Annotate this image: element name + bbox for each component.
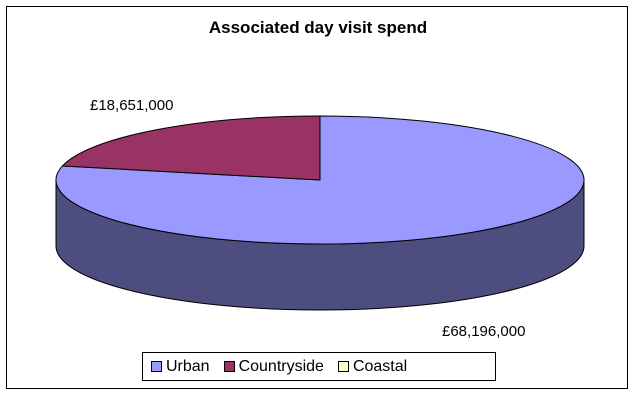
legend-swatch-coastal bbox=[337, 361, 349, 372]
legend-label-countryside: Countryside bbox=[238, 357, 324, 375]
chart-title: Associated day visit spend bbox=[208, 18, 428, 37]
legend: Urban Countryside Coastal bbox=[142, 352, 496, 381]
legend-item-urban: Urban bbox=[151, 358, 210, 376]
data-label-countryside: £18,651,000 bbox=[90, 97, 174, 114]
data-label-urban: £68,196,000 bbox=[442, 323, 526, 340]
legend-item-coastal: Coastal bbox=[337, 357, 408, 376]
legend-item-countryside: Countryside bbox=[223, 357, 324, 376]
legend-swatch-urban bbox=[151, 361, 162, 372]
legend-swatch-countryside bbox=[223, 361, 235, 372]
pie-slice-countryside bbox=[61, 115, 321, 181]
legend-label-coastal: Coastal bbox=[352, 357, 408, 375]
legend-label-urban: Urban bbox=[166, 357, 210, 375]
